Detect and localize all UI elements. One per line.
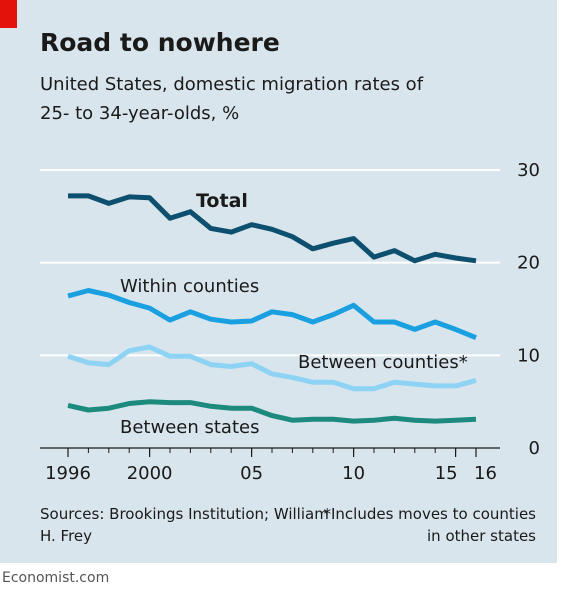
x-tick-label-05: 05	[240, 463, 263, 484]
series-lines	[67, 193, 477, 424]
y-tick-label-30: 30	[517, 160, 540, 181]
chart-subtitle: United States, domestic migration rates …	[40, 74, 424, 124]
series-labels: Total Within counties Between counties* …	[120, 190, 468, 438]
series-label-total: Total	[196, 190, 248, 212]
axis-ticks: 0 10 20 30 1996 2000 05 10 15 16	[45, 160, 540, 484]
chart-panel	[0, 0, 557, 563]
x-tick-label-10: 10	[342, 463, 365, 484]
line-chart: Total Within counties Between counties* …	[40, 160, 540, 484]
gridlines	[40, 169, 500, 449]
y-tick-label-20: 20	[517, 253, 540, 274]
series-label-within-counties: Within counties	[120, 276, 259, 297]
economist-credit: Economist.com	[2, 570, 110, 586]
footnote-asterisk: *Includes moves to counties in other sta…	[323, 505, 536, 545]
x-tick-label-1996: 1996	[45, 463, 91, 484]
brand-red-tag	[0, 0, 17, 28]
x-tick-label-16: 16	[474, 463, 497, 484]
source-note: Sources: Brookings Institution; William …	[40, 505, 329, 545]
series-label-between-states: Between states	[120, 417, 259, 438]
series-line-between-counties	[67, 344, 477, 392]
series-line-total	[68, 193, 477, 264]
series-label-between-counties: Between counties*	[298, 352, 468, 373]
x-tick-label-15: 15	[435, 463, 458, 484]
series-line-within-counties	[67, 288, 477, 341]
y-tick-label-10: 10	[517, 345, 540, 366]
y-tick-label-0: 0	[529, 438, 540, 459]
series-line-between-states	[67, 399, 477, 424]
x-tick-label-2000: 2000	[127, 463, 173, 484]
chart-title: Road to nowhere	[40, 28, 280, 57]
